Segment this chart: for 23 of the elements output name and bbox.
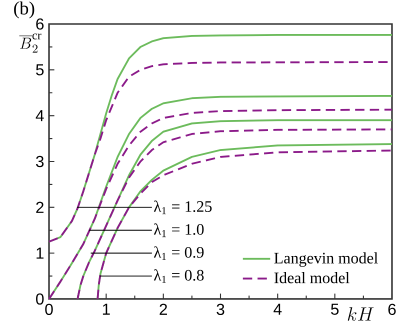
x-axis-title: $kH$ [348,307,374,321]
chart-title: (b) [14,1,34,18]
x-tick-label: 1 [102,304,110,315]
x-tick-label: 2 [160,304,167,315]
x-tick-label: 6 [388,304,396,316]
x-tick-label: 5 [331,304,339,315]
legend-label: Ideal model [274,272,350,284]
x-tick-label: 3 [216,304,224,316]
y-tick-label: 5 [36,64,44,76]
y-tick-label: 1 [36,248,44,259]
legend-label: Langevin model [274,252,378,267]
y-tick-label: 6 [36,18,44,30]
x-tick-label: 4 [274,304,282,315]
annotation: λ$_{1}$ = 0.9 [154,246,204,260]
y-tick-label: 3 [36,156,44,168]
y-tick-label: 2 [36,202,44,213]
x-tick-label: 0 [45,304,53,316]
annotation: λ$_{1}$ = 1.0 [154,223,204,238]
y-axis-title: $\overline{B}_2^{\mathrm{cr}}$ [19,34,42,53]
annotation: λ$_{1}$ = 1.25 [154,200,212,214]
annotation: λ$_{1}$ = 0.8 [154,269,204,283]
y-tick-label: 4 [36,110,44,122]
y-tick-label: 0 [36,293,44,305]
